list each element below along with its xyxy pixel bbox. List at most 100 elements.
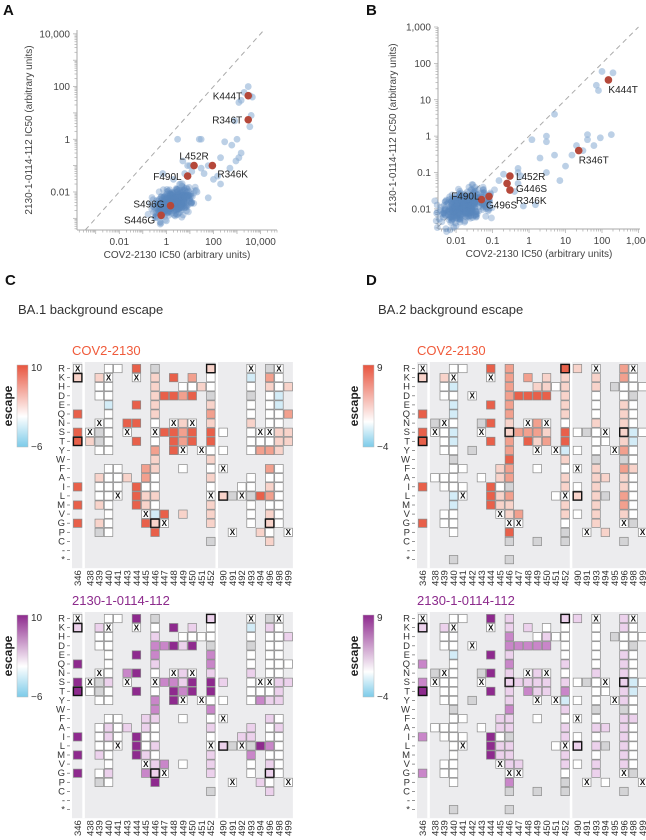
- heatmap-cell: [439, 482, 449, 492]
- heatmap-cell: [439, 668, 449, 678]
- data-point: [176, 195, 184, 203]
- row-label: E: [59, 400, 65, 411]
- data-point: [457, 200, 465, 208]
- data-point: [469, 181, 477, 189]
- data-point: [200, 170, 208, 177]
- data-point: [176, 203, 184, 211]
- heatmap-cell: [504, 768, 514, 778]
- data-point: [454, 204, 461, 212]
- wildtype-marker: X: [115, 742, 121, 751]
- panel-label-d: D: [366, 272, 377, 289]
- heatmap-cell: [619, 373, 629, 383]
- data-point: [451, 203, 459, 210]
- heatmap-cell: [591, 659, 601, 669]
- heatmap-cell: [274, 732, 284, 742]
- data-point: [484, 207, 492, 215]
- data-point: [452, 198, 459, 205]
- data-point: [456, 195, 464, 203]
- legend-title: escape: [347, 385, 361, 426]
- data-point: [179, 157, 187, 165]
- heatmap-cell: [560, 613, 571, 624]
- data-point: [451, 203, 459, 211]
- data-point: [455, 202, 463, 210]
- column-label: 444: [486, 570, 497, 586]
- heatmap-cell: [560, 732, 570, 742]
- heatmap-cell: [94, 373, 104, 383]
- heatmap-cell: [439, 677, 449, 687]
- heatmap-cell: [274, 445, 284, 455]
- heatmap-cell: [439, 445, 449, 455]
- data-point: [443, 228, 450, 236]
- data-point: [469, 209, 477, 216]
- heatmap-cell: [619, 491, 629, 501]
- heatmap-cell: [560, 427, 570, 437]
- wildtype-marker: X: [584, 778, 590, 787]
- heatmap-cell: [150, 500, 160, 510]
- data-point: [459, 210, 467, 218]
- data-point: [158, 192, 165, 200]
- heatmap-cell: [103, 759, 114, 769]
- data-point: [167, 195, 174, 202]
- data-point: [467, 212, 474, 220]
- data-point: [438, 218, 446, 226]
- heatmap-cell: [448, 400, 459, 410]
- wildtype-marker: X: [171, 419, 177, 428]
- heatmap-cell: [94, 623, 104, 633]
- highlighted-point-k444t: [244, 91, 253, 100]
- data-point: [165, 195, 173, 203]
- heatmap-cell: [418, 614, 428, 624]
- heatmap-cell: [150, 668, 160, 678]
- data-point: [193, 188, 201, 196]
- data-point: [172, 197, 180, 204]
- data-point: [543, 132, 550, 140]
- heatmap-cell: [206, 677, 216, 687]
- data-point: [455, 197, 463, 205]
- data-point: [458, 204, 466, 212]
- heatmap-cell: [73, 659, 83, 669]
- legend-title: escape: [347, 635, 361, 676]
- heatmap-cell: [150, 659, 160, 669]
- heatmap-cell: [187, 632, 197, 642]
- data-point: [470, 195, 478, 203]
- data-point: [482, 212, 490, 220]
- heatmap-cell: [591, 641, 601, 651]
- heatmap-cell: [246, 382, 256, 392]
- data-point: [154, 201, 162, 209]
- heatmap-cell: [628, 768, 638, 778]
- heatmap-cell: [246, 445, 256, 455]
- data-point: [442, 198, 449, 205]
- heatmap-cell: [560, 623, 570, 633]
- heatmap-cell: [206, 482, 216, 492]
- column-label: 440: [449, 570, 460, 586]
- data-point: [455, 193, 463, 201]
- data-point: [452, 200, 460, 208]
- data-point: [432, 217, 440, 225]
- heatmap-cell: [486, 750, 496, 760]
- data-point: [452, 210, 459, 218]
- data-point: [169, 191, 177, 199]
- data-point: [444, 211, 452, 218]
- heatmap-cell: [448, 500, 459, 510]
- data-point: [464, 204, 472, 212]
- data-point: [464, 192, 471, 200]
- row-label: V: [404, 509, 411, 520]
- data-point: [452, 206, 460, 214]
- heatmap-cell: [600, 527, 610, 537]
- data-point: [183, 195, 191, 203]
- heatmap-cell: [619, 623, 629, 633]
- data-point: [470, 197, 477, 204]
- heatmap-cell: [610, 445, 620, 455]
- heatmap-cell: [94, 695, 104, 705]
- data-point: [469, 202, 477, 210]
- heatmap-cell: [178, 695, 188, 705]
- wildtype-marker: X: [267, 428, 273, 437]
- data-point: [471, 203, 479, 210]
- heatmap-cell: [206, 668, 216, 678]
- wildtype-marker: X: [442, 419, 448, 428]
- wildtype-marker: X: [516, 769, 522, 778]
- data-point: [457, 203, 465, 211]
- heatmap-cell: [274, 686, 284, 696]
- wildtype-marker: X: [479, 678, 485, 687]
- data-point: [517, 172, 525, 180]
- heatmap-cell: [504, 382, 514, 392]
